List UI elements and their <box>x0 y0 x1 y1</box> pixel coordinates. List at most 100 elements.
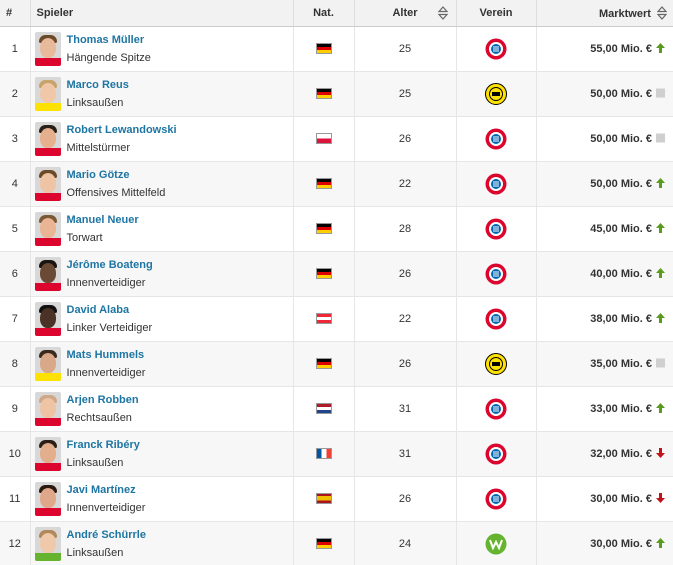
age-cell: 31 <box>354 386 457 431</box>
player-name-link[interactable]: Jérôme Boateng <box>66 258 153 271</box>
flag-germany-icon[interactable] <box>315 268 332 280</box>
player-position: Linksaußen <box>66 546 124 559</box>
table-row: 2 Marco Reus Linksaußen 25 50,00 Mio. € <box>0 71 673 116</box>
flag-spain-icon[interactable] <box>315 493 332 505</box>
player-name-link[interactable]: Thomas Müller <box>66 33 145 46</box>
age-cell: 31 <box>354 431 457 476</box>
player-name-link[interactable]: Marco Reus <box>66 78 129 91</box>
player-photo[interactable] <box>34 256 61 291</box>
player-position: Innenverteidiger <box>66 501 146 514</box>
nationality-cell <box>293 476 355 521</box>
table-row: 4 Mario Götze Offensives Mittelfeld 22 5… <box>0 161 673 206</box>
sort-icon[interactable] <box>657 5 667 20</box>
player-photo[interactable] <box>34 526 61 561</box>
market-value[interactable]: 45,00 Mio. € <box>590 222 652 235</box>
nationality-cell <box>293 161 355 206</box>
club-logo-wolfsburg-icon[interactable] <box>485 533 507 555</box>
market-value[interactable]: 30,00 Mio. € <box>590 537 652 550</box>
header-market-value[interactable]: Marktwert <box>536 0 673 27</box>
market-value[interactable]: 35,00 Mio. € <box>590 357 652 370</box>
flag-germany-icon[interactable] <box>315 538 332 550</box>
player-photo[interactable] <box>34 211 61 246</box>
header-player[interactable]: Spieler <box>30 0 294 27</box>
market-value[interactable]: 30,00 Mio. € <box>590 492 652 505</box>
club-logo-bayern-icon[interactable] <box>485 173 507 195</box>
player-name-link[interactable]: Javi Martínez <box>66 483 136 496</box>
player-photo[interactable] <box>34 121 61 156</box>
market-value[interactable]: 38,00 Mio. € <box>590 312 652 325</box>
player-name-link[interactable]: André Schürrle <box>66 528 146 541</box>
player-photo[interactable] <box>34 481 61 516</box>
player-cell: Franck Ribéry Linksaußen <box>30 431 294 476</box>
player-name-link[interactable]: Mario Götze <box>66 168 130 181</box>
player-cell: Javi Martínez Innenverteidiger <box>30 476 294 521</box>
player-photo[interactable] <box>34 76 61 111</box>
club-logo-bvb-icon[interactable] <box>485 82 507 105</box>
flag-germany-icon[interactable] <box>315 358 332 370</box>
flag-poland-icon[interactable] <box>315 133 332 145</box>
player-position: Innenverteidiger <box>66 366 146 379</box>
club-logo-bayern-icon[interactable] <box>485 263 507 285</box>
player-photo[interactable] <box>34 31 61 66</box>
nationality-cell <box>293 521 355 565</box>
flag-france-icon[interactable] <box>315 448 332 460</box>
market-value[interactable]: 50,00 Mio. € <box>590 177 652 190</box>
market-value[interactable]: 50,00 Mio. € <box>590 87 652 100</box>
player-position: Offensives Mittelfeld <box>66 186 166 199</box>
header-age[interactable]: Alter <box>354 0 457 27</box>
player-name-link[interactable]: Arjen Robben <box>66 393 139 406</box>
age-cell: 25 <box>354 71 457 116</box>
player-name-link[interactable]: David Alaba <box>66 303 130 316</box>
club-logo-bayern-icon[interactable] <box>485 308 507 330</box>
trend-unchanged-icon <box>656 133 665 143</box>
player-position: Hängende Spitze <box>66 51 151 64</box>
club-logo-bayern-icon[interactable] <box>485 38 507 60</box>
player-name-link[interactable]: Robert Lewandowski <box>66 123 177 136</box>
club-logo-bvb-icon[interactable] <box>485 352 507 375</box>
flag-germany-icon[interactable] <box>315 88 332 100</box>
rank-cell: 3 <box>0 116 31 161</box>
market-value[interactable]: 50,00 Mio. € <box>590 132 652 145</box>
trend-unchanged-icon <box>656 358 665 368</box>
club-logo-bayern-icon[interactable] <box>485 443 507 465</box>
flag-germany-icon[interactable] <box>315 178 332 190</box>
player-position: Linker Verteidiger <box>66 321 153 334</box>
flag-netherlands-icon[interactable] <box>315 403 332 415</box>
player-photo[interactable] <box>34 166 61 201</box>
market-value-cell: 50,00 Mio. € <box>536 116 673 161</box>
player-name-link[interactable]: Manuel Neuer <box>66 213 139 226</box>
flag-austria-icon[interactable] <box>315 313 332 325</box>
club-cell <box>456 476 537 521</box>
player-name-link[interactable]: Mats Hummels <box>66 348 145 361</box>
trend-up-arrow-icon <box>656 537 665 548</box>
flag-germany-icon[interactable] <box>315 43 332 55</box>
nationality-cell <box>293 386 355 431</box>
club-cell <box>456 161 537 206</box>
market-value[interactable]: 40,00 Mio. € <box>590 267 652 280</box>
club-cell <box>456 521 537 565</box>
player-photo[interactable] <box>34 436 61 471</box>
player-photo[interactable] <box>34 346 61 381</box>
club-cell <box>456 116 537 161</box>
header-club[interactable]: Verein <box>456 0 537 27</box>
table-row: 9 Arjen Robben Rechtsaußen 31 33,00 Mio.… <box>0 386 673 431</box>
market-value[interactable]: 55,00 Mio. € <box>590 42 652 55</box>
header-nationality[interactable]: Nat. <box>293 0 355 27</box>
market-value-cell: 40,00 Mio. € <box>536 251 673 296</box>
player-photo[interactable] <box>34 391 61 426</box>
nationality-cell <box>293 26 355 71</box>
club-logo-bayern-icon[interactable] <box>485 488 507 510</box>
sort-icon[interactable] <box>437 6 448 20</box>
market-value[interactable]: 33,00 Mio. € <box>590 402 652 415</box>
header-rank[interactable]: # <box>0 0 31 27</box>
club-cell <box>456 71 537 116</box>
player-name-link[interactable]: Franck Ribéry <box>66 438 140 451</box>
market-value[interactable]: 32,00 Mio. € <box>590 447 652 460</box>
club-logo-bayern-icon[interactable] <box>485 218 507 240</box>
club-logo-bayern-icon[interactable] <box>485 398 507 420</box>
player-photo[interactable] <box>34 301 61 336</box>
nationality-cell <box>293 116 355 161</box>
flag-germany-icon[interactable] <box>315 223 332 235</box>
market-value-cell: 38,00 Mio. € <box>536 296 673 341</box>
club-logo-bayern-icon[interactable] <box>485 128 507 150</box>
